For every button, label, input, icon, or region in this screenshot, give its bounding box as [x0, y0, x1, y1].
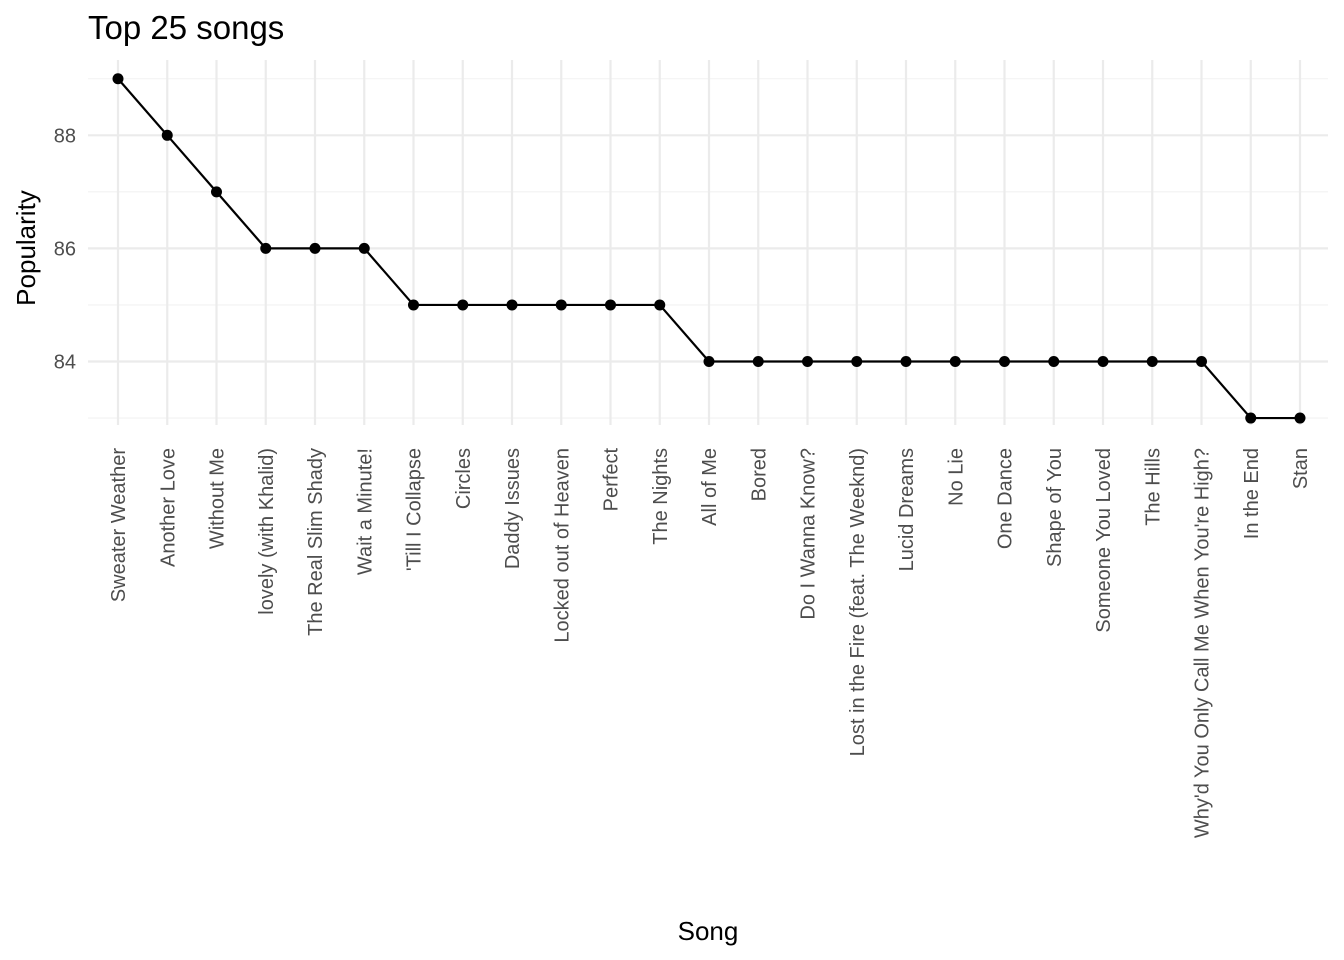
data-point — [654, 299, 666, 311]
x-tick-label: Another Love — [157, 448, 179, 567]
x-tick-label: Shape of You — [1044, 448, 1066, 567]
data-point — [555, 299, 567, 311]
data-points — [112, 73, 1306, 424]
x-tick-label: 'Till I Collapse — [404, 448, 426, 571]
y-axis-tick-labels: 84 86 88 — [54, 125, 76, 373]
x-tick-label: Why'd You Only Call Me When You're High? — [1192, 448, 1214, 838]
data-point — [112, 73, 124, 85]
x-tick-label: Locked out of Heaven — [551, 448, 573, 643]
x-tick-label: Circles — [453, 448, 475, 509]
data-point — [211, 186, 222, 198]
data-point — [358, 242, 370, 254]
data-point — [1245, 412, 1257, 424]
x-tick-label: Lucid Dreams — [896, 448, 918, 571]
x-tick-label: Stan — [1290, 448, 1312, 489]
x-tick-label: Lost in the Fire (feat. The Weeknd) — [847, 448, 869, 756]
y-axis-title: Popularity — [11, 190, 41, 306]
x-axis-title: Song — [678, 916, 739, 946]
x-tick-label: The Hills — [1142, 448, 1164, 526]
data-point — [752, 356, 764, 367]
data-point — [703, 356, 715, 367]
x-tick-label: All of Me — [699, 448, 721, 526]
x-tick-label: Perfect — [601, 448, 623, 512]
x-tick-label: lovely (with Khalid) — [256, 448, 278, 615]
y-tick-label: 88 — [54, 125, 76, 147]
data-point — [1146, 356, 1158, 367]
x-tick-label: Daddy Issues — [502, 448, 524, 569]
x-axis-tick-labels: Sweater Weather Another Love Without Me lov… — [108, 448, 1312, 839]
major-gridlines — [88, 60, 1328, 425]
x-tick-label: One Dance — [995, 448, 1017, 549]
data-point — [408, 299, 419, 311]
x-tick-label: Bored — [748, 448, 770, 501]
data-point — [605, 299, 616, 311]
data-point — [457, 299, 469, 311]
x-tick-label: In the End — [1241, 448, 1263, 539]
y-tick-label: 86 — [54, 238, 76, 260]
data-point — [949, 356, 961, 367]
data-point — [161, 129, 173, 141]
x-tick-label: Sweater Weather — [108, 448, 130, 602]
x-tick-label: Do I Wanna Know? — [798, 448, 820, 620]
data-point — [1196, 356, 1207, 367]
data-point — [1048, 356, 1060, 367]
data-point — [1097, 356, 1109, 367]
data-point — [851, 356, 863, 367]
data-point — [506, 299, 518, 311]
data-point — [802, 356, 813, 367]
x-tick-label: The Nights — [650, 448, 672, 545]
data-point — [260, 242, 272, 254]
x-tick-label: Wait a Minute! — [354, 448, 376, 575]
x-tick-label: No Lie — [945, 448, 967, 506]
x-tick-label: Someone You Loved — [1093, 448, 1115, 633]
data-point — [900, 356, 912, 367]
data-point — [309, 242, 321, 254]
x-tick-label: Without Me — [207, 448, 229, 549]
chart-title: Top 25 songs — [88, 9, 284, 46]
x-tick-label: The Real Slim Shady — [305, 448, 327, 636]
data-point — [999, 356, 1010, 367]
data-point — [1294, 412, 1306, 424]
y-tick-label: 84 — [54, 352, 76, 374]
